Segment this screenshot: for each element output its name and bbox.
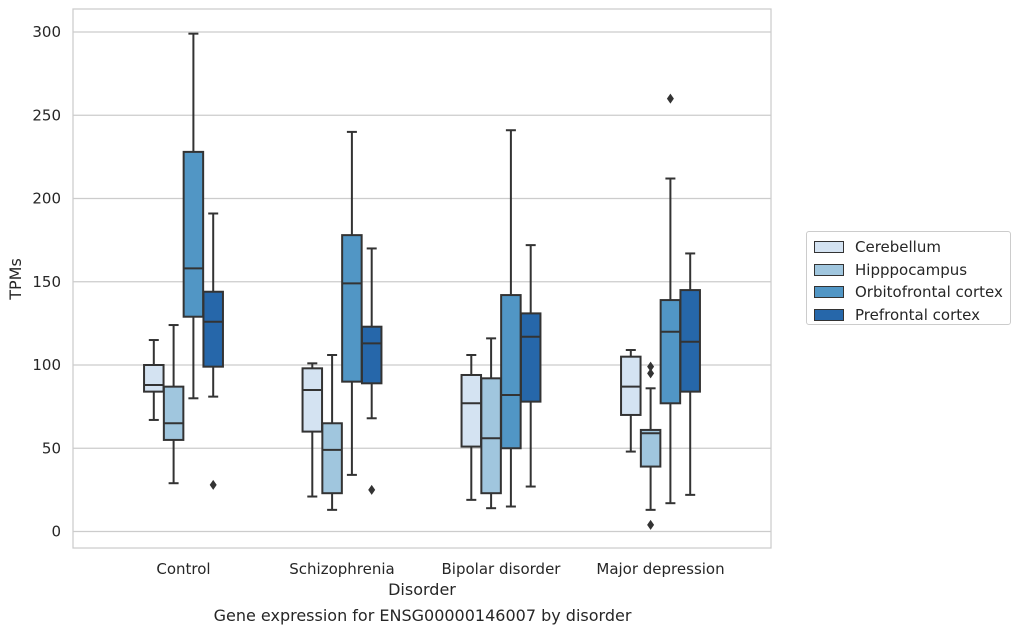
y-axis-ticks: 0 50 100 150 200 250 300 xyxy=(32,23,61,541)
box-iqr xyxy=(360,325,383,385)
legend-swatch xyxy=(814,241,844,254)
y-axis-label: TPMs xyxy=(6,258,25,301)
y-tick-label: 0 xyxy=(51,523,61,541)
legend-swatch xyxy=(814,263,844,276)
legend-item: Cerebellum xyxy=(807,236,1010,259)
outlier-marker xyxy=(209,479,217,490)
x-tick-label: Schizophrenia xyxy=(289,560,394,578)
x-tick-label: Control xyxy=(156,560,210,578)
box-group xyxy=(460,354,483,501)
box-group xyxy=(301,362,324,498)
plot-area-frame xyxy=(72,8,772,549)
box-iqr xyxy=(639,428,662,468)
box-group xyxy=(360,247,383,495)
x-tick-label: Bipolar disorder xyxy=(442,560,562,578)
y-tick-label: 150 xyxy=(32,273,61,291)
y-tick-label: 50 xyxy=(42,439,61,457)
legend-item: Hipppocampus xyxy=(807,259,1010,282)
legend-label: Orbitofrontal cortex xyxy=(855,283,1003,302)
box-group xyxy=(519,244,542,488)
outlier-marker xyxy=(368,484,376,495)
legend-label: Cerebellum xyxy=(855,238,941,257)
box-iqr xyxy=(460,373,483,448)
outlier-marker xyxy=(647,368,655,379)
legend-swatch xyxy=(814,308,844,321)
box-iqr xyxy=(321,422,343,495)
box-group xyxy=(143,339,165,421)
box-iqr xyxy=(519,312,542,403)
x-axis-ticks: Control Schizophrenia Bipolar disorder Majo… xyxy=(156,560,724,578)
box-iqr xyxy=(500,294,522,450)
legend-label: Prefrontal cortex xyxy=(855,305,980,324)
box-group xyxy=(659,93,682,505)
x-axis-label: Disorder xyxy=(388,580,456,599)
box-group xyxy=(500,129,522,508)
y-tick-label: 250 xyxy=(32,106,61,124)
outlier-marker xyxy=(647,519,655,530)
outlier-marker xyxy=(647,361,655,372)
legend-label: Hipppocampus xyxy=(855,260,968,279)
boxes xyxy=(143,32,701,530)
y-tick-label: 100 xyxy=(32,356,61,374)
box-iqr xyxy=(182,150,205,318)
box-iqr xyxy=(301,367,324,433)
outlier-marker xyxy=(666,93,674,104)
box-group xyxy=(202,212,224,490)
box-group xyxy=(620,349,642,453)
x-tick-label: Major depression xyxy=(596,560,724,578)
box-group xyxy=(639,361,662,530)
legend-item: Prefrontal cortex xyxy=(807,304,1010,327)
box-iqr xyxy=(202,290,224,368)
box-iqr xyxy=(341,234,363,383)
box-group xyxy=(480,337,502,510)
box-iqr xyxy=(143,364,165,393)
legend-swatch xyxy=(814,286,844,299)
chart-caption: Gene expression for ENSG00000146007 by d… xyxy=(213,606,632,625)
y-tick-label: 300 xyxy=(32,23,61,41)
box-group xyxy=(182,32,205,400)
box-iqr xyxy=(162,385,185,441)
box-iqr xyxy=(659,299,682,405)
y-tick-label: 200 xyxy=(32,190,61,208)
box-group xyxy=(341,130,363,476)
box-iqr xyxy=(480,377,502,495)
legend-item: Orbitofrontal cortex xyxy=(807,281,1010,304)
box-group xyxy=(162,324,185,485)
grid-lines xyxy=(73,31,771,533)
box-group xyxy=(679,252,701,496)
box-group xyxy=(321,354,343,511)
legend: Cerebellum Hipppocampus Orbitofrontal cort… xyxy=(806,231,1011,325)
